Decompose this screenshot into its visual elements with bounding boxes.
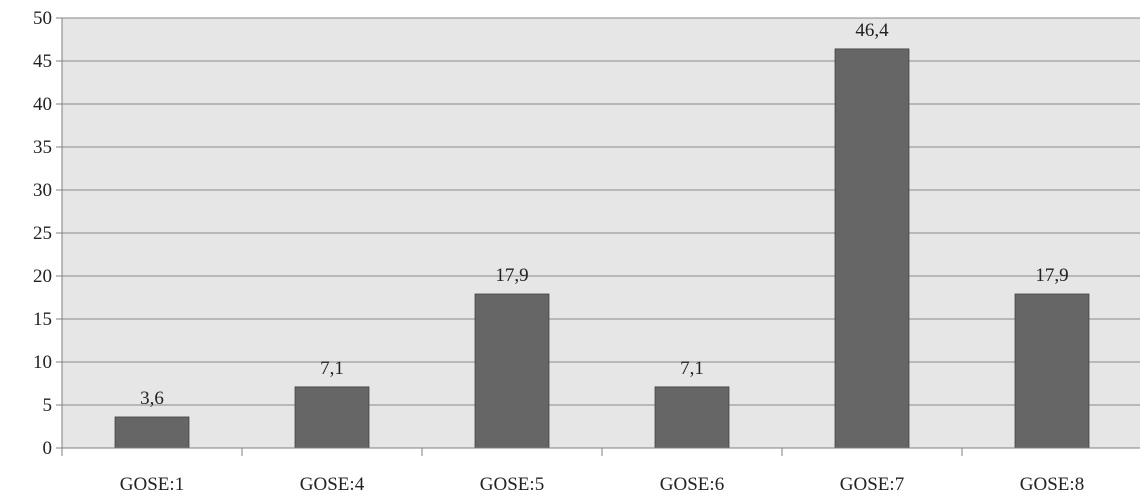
y-tick-label: 50 xyxy=(33,8,52,29)
data-label: 7,1 xyxy=(320,358,344,379)
labels: 0 5 10 15 20 25 30 35 40 45 50 3,6 GOSE:1 7,1 GOSE:4 17… xyxy=(33,8,1084,495)
x-tick-label: GOSE:6 xyxy=(660,474,724,495)
y-tick-label: 40 xyxy=(33,94,52,115)
y-tick-label: 5 xyxy=(43,395,53,416)
y-tick-label: 20 xyxy=(33,266,52,287)
x-tick-label: GOSE:1 xyxy=(120,474,184,495)
bar-gose-6 xyxy=(654,386,730,449)
y-tick-label: 10 xyxy=(33,352,52,373)
bar-gose-5 xyxy=(474,293,550,449)
x-tick-label: GOSE:4 xyxy=(300,474,365,495)
bar-gose-7 xyxy=(834,48,910,449)
bar-gose-1 xyxy=(114,416,190,449)
y-tick-label: 0 xyxy=(43,438,53,459)
x-tick-label: GOSE:5 xyxy=(480,474,544,495)
data-label: 3,6 xyxy=(140,388,164,409)
y-tick-label: 35 xyxy=(33,137,52,158)
bar-gose-8 xyxy=(1014,293,1090,449)
y-tick-label: 25 xyxy=(33,223,52,244)
bar-gose-4 xyxy=(294,386,370,449)
y-tick-label: 45 xyxy=(33,51,52,72)
axes xyxy=(56,17,1140,456)
data-label: 46,4 xyxy=(855,20,889,41)
x-tick-label: GOSE:7 xyxy=(840,474,904,495)
bars xyxy=(114,48,1090,449)
y-tick-label: 30 xyxy=(33,180,52,201)
gridlines xyxy=(62,17,1140,406)
data-label: 17,9 xyxy=(495,265,528,286)
y-tick-label: 15 xyxy=(33,309,52,330)
x-tick-label: GOSE:8 xyxy=(1020,474,1084,495)
data-label: 7,1 xyxy=(680,358,704,379)
data-label: 17,9 xyxy=(1035,265,1068,286)
